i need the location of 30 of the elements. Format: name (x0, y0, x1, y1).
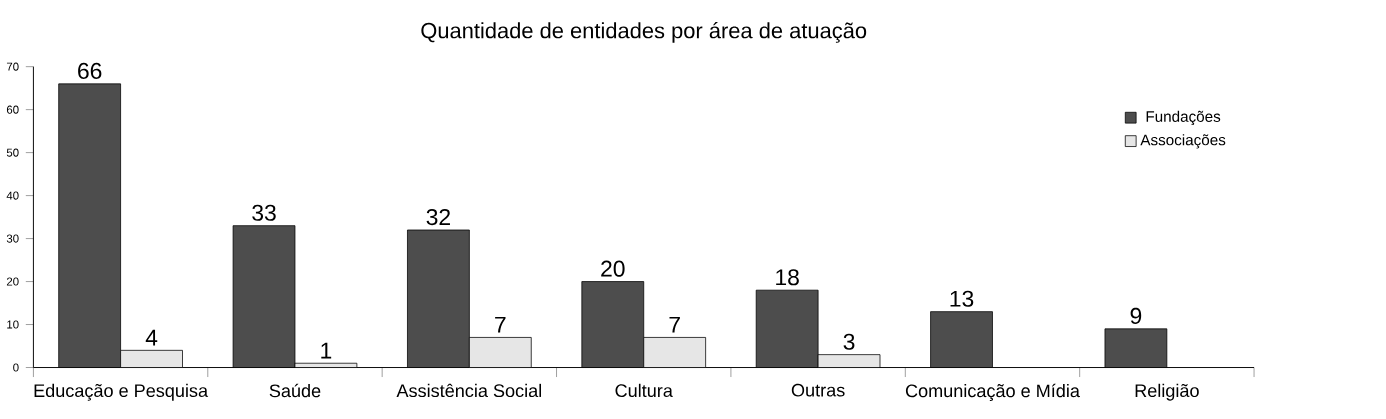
legend-label: Fundações (1146, 110, 1221, 126)
data-label: 66 (78, 62, 102, 80)
data-label: 4 (145, 329, 158, 346)
data-label: 32 (426, 209, 450, 226)
x-tick-label: Saúde (269, 383, 321, 398)
data-label: 20 (601, 260, 625, 277)
data-label: 9 (1130, 307, 1142, 325)
y-tick-label: 0 (13, 363, 19, 372)
data-label: 18 (776, 269, 799, 286)
y-tick-label: 50 (6, 148, 19, 157)
y-tick-label: 10 (7, 320, 19, 329)
data-label: 7 (495, 316, 506, 333)
x-tick-label: Cultura (615, 383, 673, 398)
chart-title: Quantidade de entidades por área de atuação (421, 22, 867, 43)
legend-label: Associações (1140, 134, 1226, 149)
x-tick-label: Religião (1135, 383, 1199, 401)
x-tick-label: Educação e Pesquisa (34, 383, 209, 401)
y-tick-label: 70 (6, 62, 19, 71)
y-tick-label: 20 (6, 277, 19, 286)
data-label: 1 (321, 342, 332, 359)
data-label: 7 (669, 316, 680, 333)
x-tick-label: Outras (791, 383, 845, 397)
data-label: 33 (252, 204, 276, 221)
y-tick-label: 40 (6, 191, 19, 200)
x-tick-label: Comunicação e Mídia (905, 383, 1080, 401)
data-label: 3 (843, 333, 855, 350)
x-tick-label: Assistência Social (396, 383, 541, 398)
y-tick-label: 30 (6, 234, 19, 243)
y-tick-label: 60 (6, 105, 19, 114)
data-label: 13 (950, 290, 974, 307)
